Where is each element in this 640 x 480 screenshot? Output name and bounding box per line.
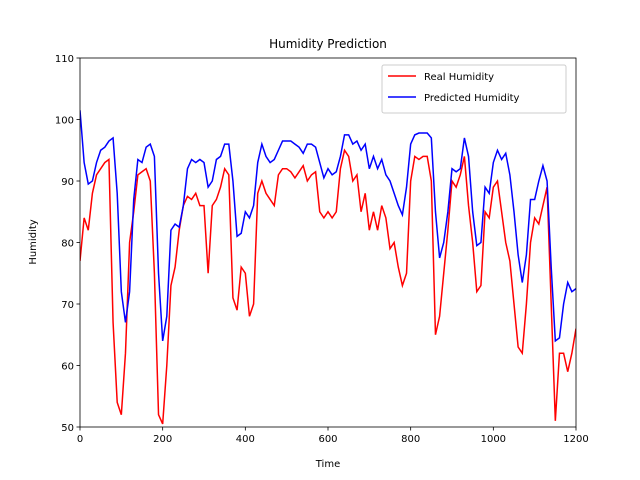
y-tick-label: 110 [55,54,74,65]
y-tick-label: 70 [61,300,74,311]
x-tick-label: 600 [318,434,337,445]
legend-label: Real Humidity [424,72,494,83]
y-tick-label: 90 [61,177,74,188]
y-axis-label: Humidity [28,219,39,264]
y-tick-label: 60 [61,362,74,373]
legend-box [381,64,567,114]
x-tick-label: 1200 [563,434,588,445]
x-tick-label: 1000 [481,434,506,445]
x-tick-label: 400 [236,434,255,445]
y-tick-label: 80 [61,239,74,250]
data-line [80,148,576,425]
x-tick-label: 0 [77,434,83,445]
data-line [80,110,576,343]
x-tick-label: 800 [401,434,420,445]
y-tick-label: 100 [55,116,74,127]
chart-title: Humidity Prediction [269,37,387,51]
plot-frame [79,57,577,428]
x-axis-label: Time [315,459,340,470]
x-tick-label: 200 [153,434,172,445]
legend-label: Predicted Humidity [424,93,520,104]
y-tick-label: 50 [61,423,74,434]
